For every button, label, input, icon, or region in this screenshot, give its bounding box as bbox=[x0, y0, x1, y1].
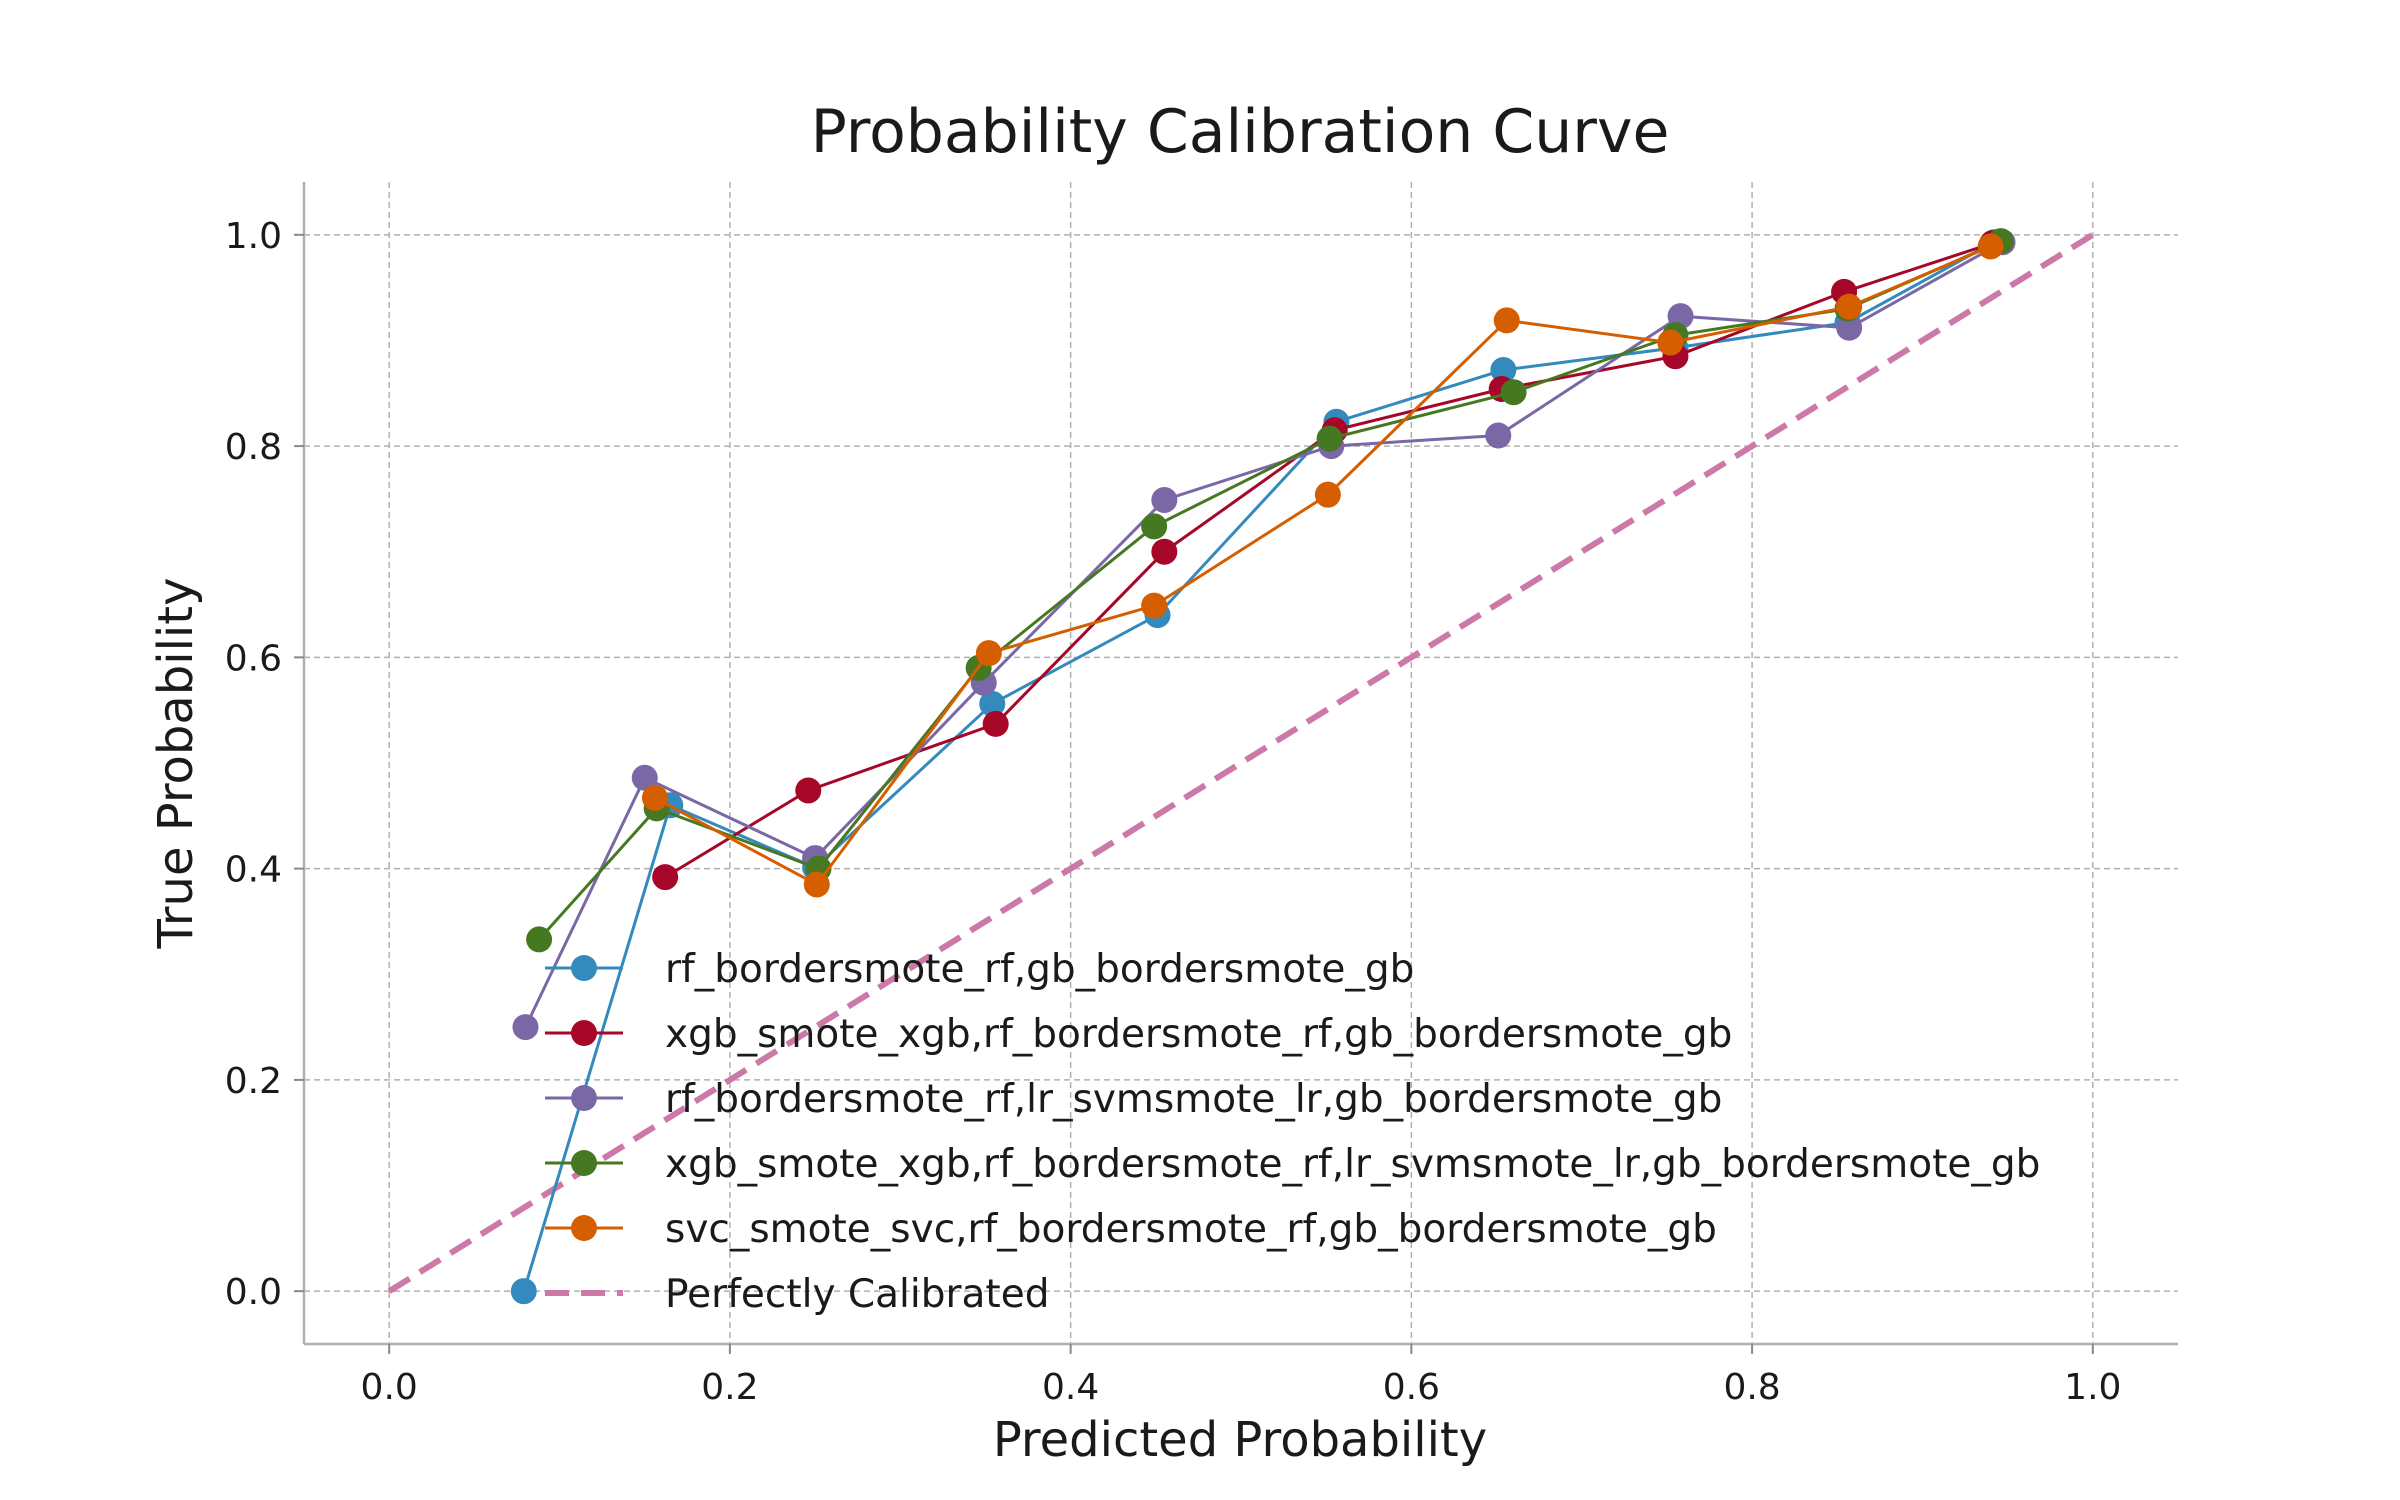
data-point bbox=[526, 926, 553, 953]
data-point bbox=[641, 784, 668, 811]
data-point bbox=[512, 1014, 539, 1041]
legend-item: xgb_smote_xgb,rf_bordersmote_rf,lr_svmsm… bbox=[545, 1142, 2040, 1187]
series-line bbox=[664, 241, 1993, 879]
data-point bbox=[1490, 357, 1517, 384]
series-4 bbox=[641, 233, 2004, 898]
legend-item: rf_bordersmote_rf,lr_svmsmote_lr,gb_bord… bbox=[545, 1077, 1722, 1122]
legend-item: svc_smote_svc,rf_bordersmote_rf,gb_borde… bbox=[545, 1207, 1717, 1252]
x-tick-label: 0.0 bbox=[361, 1367, 418, 1408]
y-tick-label: 0.6 bbox=[225, 638, 282, 679]
data-point bbox=[1314, 481, 1341, 508]
legend-label: svc_smote_svc,rf_bordersmote_rf,gb_borde… bbox=[665, 1207, 1717, 1252]
y-ticks: 0.0 0.2 0.4 0.6 0.8 1.0 bbox=[225, 216, 304, 1313]
series-layer bbox=[387, 228, 2095, 1305]
legend-label: xgb_smote_xgb,rf_bordersmote_rf,gb_borde… bbox=[665, 1012, 1732, 1057]
data-point bbox=[1151, 538, 1178, 565]
legend-label: rf_bordersmote_rf,lr_svmsmote_lr,gb_bord… bbox=[665, 1077, 1722, 1122]
y-tick-label: 0.4 bbox=[225, 850, 282, 891]
y-tick-label: 0.2 bbox=[225, 1061, 282, 1102]
data-point bbox=[1500, 379, 1527, 406]
data-point bbox=[510, 1278, 537, 1305]
legend-marker bbox=[571, 1150, 597, 1176]
legend-item: xgb_smote_xgb,rf_bordersmote_rf,gb_borde… bbox=[545, 1012, 1732, 1057]
data-point bbox=[803, 871, 830, 898]
grid-layer bbox=[304, 182, 2178, 1344]
data-point bbox=[631, 764, 658, 791]
data-point bbox=[979, 690, 1006, 717]
axes-layer bbox=[302, 182, 2178, 1346]
data-point bbox=[975, 640, 1002, 667]
x-tick-label: 1.0 bbox=[2064, 1367, 2121, 1408]
y-axis-label: True Probability bbox=[148, 578, 204, 950]
legend-item: rf_bordersmote_rf,gb_bordersmote_gb bbox=[545, 947, 1414, 992]
series-2 bbox=[512, 229, 2016, 1041]
legend-label: rf_bordersmote_rf,gb_bordersmote_gb bbox=[665, 947, 1414, 992]
x-tick-label: 0.8 bbox=[1723, 1367, 1780, 1408]
legend-marker bbox=[571, 1085, 597, 1111]
series-line bbox=[537, 239, 2002, 941]
x-tick-label: 0.2 bbox=[701, 1367, 758, 1408]
legend-marker bbox=[571, 1215, 597, 1241]
legend-marker bbox=[571, 1020, 597, 1046]
y-tick-label: 0.8 bbox=[225, 427, 282, 468]
data-point bbox=[1485, 422, 1512, 449]
series-line bbox=[522, 240, 1995, 1292]
legend-marker bbox=[571, 955, 597, 981]
data-point bbox=[1836, 293, 1863, 320]
data-point bbox=[1836, 314, 1863, 341]
series-line bbox=[654, 245, 1992, 887]
perfect-calibration-line bbox=[387, 232, 2095, 1294]
data-point bbox=[1316, 425, 1343, 452]
data-point bbox=[1977, 233, 2004, 260]
data-point bbox=[795, 777, 822, 804]
chart-title: Probability Calibration Curve bbox=[811, 97, 1670, 167]
data-point bbox=[1151, 486, 1178, 513]
legend-label: Perfectly Calibrated bbox=[665, 1272, 1049, 1317]
x-tick-label: 0.6 bbox=[1383, 1367, 1440, 1408]
x-tick-label: 0.4 bbox=[1042, 1367, 1099, 1408]
y-tick-label: 0.0 bbox=[225, 1272, 282, 1313]
legend: rf_bordersmote_rf,gb_bordersmote_gb xgb_s… bbox=[545, 947, 2040, 1317]
data-point bbox=[1493, 307, 1520, 334]
series-5 bbox=[387, 232, 2095, 1294]
data-point bbox=[982, 710, 1009, 737]
data-point bbox=[1141, 513, 1168, 540]
legend-label: xgb_smote_xgb,rf_bordersmote_rf,lr_svmsm… bbox=[665, 1142, 2040, 1187]
data-point bbox=[1657, 329, 1684, 356]
y-tick-label: 1.0 bbox=[225, 216, 282, 257]
data-point bbox=[1141, 592, 1168, 619]
legend-item: Perfectly Calibrated bbox=[545, 1272, 1049, 1317]
series-3 bbox=[526, 228, 2014, 953]
data-point bbox=[652, 864, 679, 891]
series-line bbox=[524, 240, 2004, 1028]
x-ticks: 0.0 0.2 0.4 0.6 0.8 1.0 bbox=[361, 1344, 2121, 1408]
x-axis-label: Predicted Probability bbox=[993, 1412, 1487, 1468]
